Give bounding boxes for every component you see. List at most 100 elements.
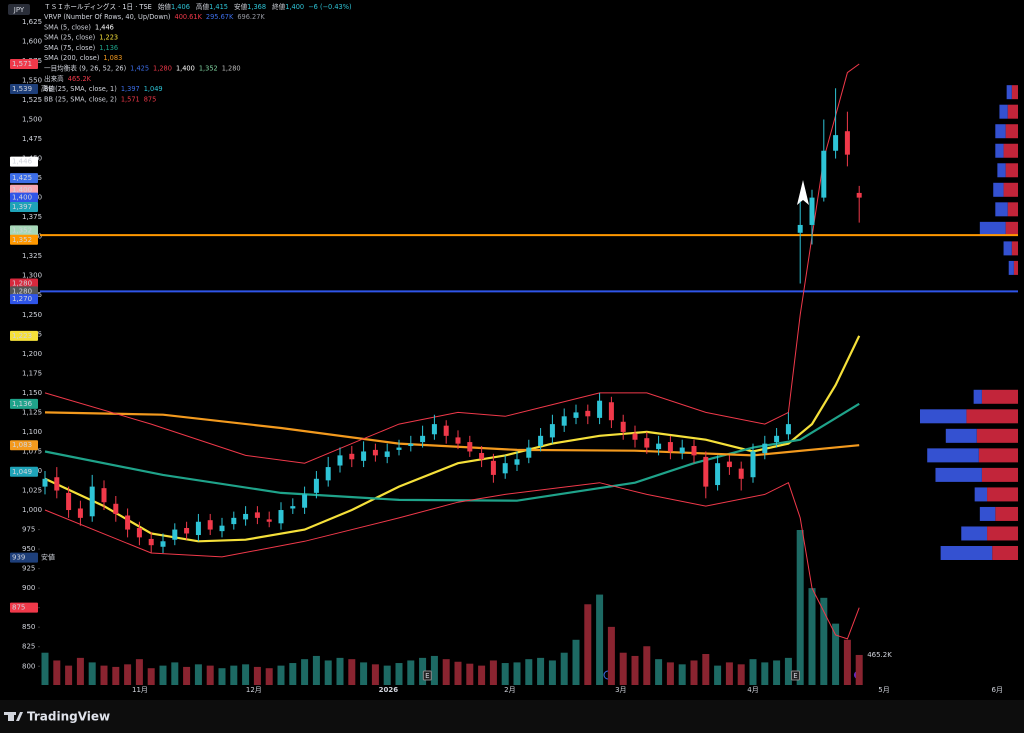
y-tick-label: 1,300	[22, 272, 42, 280]
vrvp-up	[945, 428, 977, 443]
vrvp-down	[1007, 104, 1018, 119]
legend-name: BB (25, SMA, close, 1)	[44, 85, 117, 93]
volume-bar	[466, 663, 474, 685]
footer-logo: TradingView	[27, 710, 110, 724]
candle-body	[431, 424, 437, 435]
candle-body	[514, 459, 520, 465]
vrvp-up	[979, 221, 1006, 236]
vrvp-up	[995, 124, 1006, 139]
candle-body	[726, 461, 732, 468]
vrvp-up	[1003, 241, 1012, 256]
candle-body	[160, 541, 166, 547]
price-tag-label: 1,280	[12, 287, 32, 295]
candle-body	[290, 506, 296, 509]
volume-bar	[714, 665, 722, 685]
stat-value: 1,406	[171, 3, 190, 11]
legend-entry: 出来高 465.2K	[44, 74, 92, 83]
volume-bar	[124, 664, 132, 685]
volume-bar	[395, 663, 403, 685]
candle-body	[77, 508, 83, 518]
vrvp-up	[927, 448, 979, 463]
volume-bar	[537, 657, 545, 685]
y-tick-label: 1,025	[22, 487, 42, 495]
y-tick-label: 1,625	[22, 18, 42, 26]
vrvp-down	[1003, 182, 1018, 197]
candle-body	[125, 515, 131, 530]
candle-body	[644, 438, 650, 448]
legend-value: 400.61K	[175, 13, 203, 21]
y-tick-label: 1,000	[22, 506, 42, 514]
candle-body	[325, 467, 331, 481]
y-tick-label: 1,250	[22, 311, 42, 319]
candle-body	[243, 513, 249, 520]
candle-body	[502, 463, 508, 474]
volume-bar	[678, 664, 686, 685]
price-tag-label: 1,223	[12, 332, 32, 340]
candle-body	[561, 416, 567, 426]
price-tag	[10, 192, 38, 203]
candle-body	[396, 447, 402, 450]
header-title: ＴＳＩホールディングス · 1日 · TSE	[44, 2, 152, 11]
vrvp-down	[1005, 221, 1018, 236]
legend-value: 1,571	[121, 95, 140, 103]
candle-body	[278, 510, 284, 524]
candle-body	[313, 478, 319, 493]
legend-value: 295.67K	[206, 13, 234, 21]
vrvp-up	[1006, 85, 1012, 100]
volume-bar	[548, 660, 556, 685]
vrvp-up	[995, 143, 1004, 158]
legend-entry: 一目均衡表 (9, 26, 52, 26) 1,425 1,280 1,400 1,35…	[44, 64, 241, 73]
volume-bar	[336, 657, 344, 685]
vrvp-down	[978, 448, 1018, 463]
legend-entry: SMA (5, close) 1,446	[44, 23, 114, 31]
volume-bar	[843, 639, 851, 685]
candle-body	[266, 519, 272, 522]
y-tick-label: 1,550	[22, 76, 42, 84]
candle-body	[148, 538, 154, 546]
candle-body	[136, 528, 142, 538]
y-tick-label: 800	[22, 662, 35, 670]
price-tag	[10, 602, 38, 613]
candle-body	[738, 468, 744, 479]
volume-bar	[513, 662, 521, 685]
candle-body	[691, 445, 697, 456]
legend-value: 1,223	[99, 34, 118, 42]
x-tick-label: 2026	[379, 686, 399, 694]
vrvp-up	[995, 202, 1008, 217]
legend-value: 875	[144, 95, 157, 103]
price-tag	[10, 330, 38, 341]
candle-body	[632, 433, 638, 440]
volume-bar	[407, 660, 415, 685]
price-tag	[10, 173, 38, 184]
candle-body	[89, 486, 95, 517]
vrvp-down	[1011, 85, 1018, 100]
vrvp-down	[976, 428, 1018, 443]
candle-body	[833, 135, 839, 151]
vrvp-up	[997, 163, 1006, 178]
header: ＴＳＩホールディングス · 1日 · TSE 始値1,406 高値1,415 安値1,…	[44, 2, 352, 11]
volume-bar	[596, 594, 604, 685]
stat-value: −6 (−0.43%)	[308, 3, 351, 11]
legend-value: 1,397	[121, 85, 140, 93]
vrvp-up	[979, 506, 996, 521]
volume-bar	[832, 623, 840, 685]
volume-bar	[301, 659, 309, 685]
volume-bar	[76, 657, 84, 685]
currency-box	[8, 4, 30, 15]
price-tag-label: 1,571	[12, 60, 32, 68]
candle-body	[774, 435, 780, 443]
volume-bar	[88, 662, 96, 685]
volume-bar	[584, 604, 592, 685]
y-tick-label: 1,600	[22, 37, 42, 45]
price-tag	[10, 156, 38, 167]
volume-bar	[761, 662, 769, 685]
legend-value: 1,083	[103, 54, 122, 62]
price-tag	[10, 294, 38, 305]
price-tag-label: 1,400	[12, 186, 32, 194]
vrvp-down	[981, 467, 1018, 482]
x-tick-label: 5月	[878, 686, 889, 694]
price-tag	[10, 466, 38, 477]
volume-bar	[643, 646, 651, 685]
volume-bar	[348, 659, 356, 685]
